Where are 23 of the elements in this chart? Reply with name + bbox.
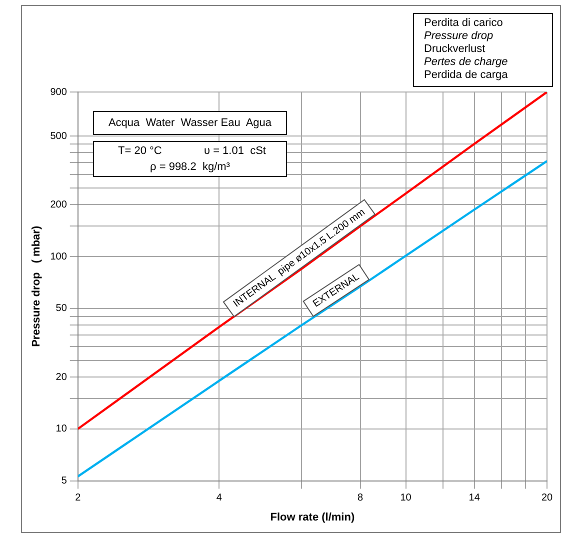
annotation: Acqua Water Wasser Eau Agua	[107, 117, 273, 129]
y-tick-label: 100	[50, 251, 68, 262]
y-tick-label: 200	[50, 199, 68, 210]
x-tick-label: 20	[541, 492, 553, 504]
text-box: T= 20 °C υ = 1.01 cSt ρ = 998.2 kg/m³	[93, 141, 287, 177]
y-tick-label: 5	[61, 476, 68, 487]
x-tick-label: 8	[358, 492, 364, 504]
x-axis-title: Flow rate (l/min)	[270, 511, 355, 524]
y-axis-title: Pressure drop ( mbar)	[30, 226, 43, 347]
y-tick-label: 500	[50, 130, 68, 142]
x-tick-label: 10	[400, 492, 412, 504]
x-tick-label: 2	[75, 492, 82, 504]
annotation: T= 20 °C	[118, 145, 162, 157]
annotation: ρ = 998.2 kg/m³	[149, 161, 231, 173]
x-tick-label: 14	[468, 492, 480, 504]
y-tick-label: 50	[56, 303, 68, 314]
y-tick-label: 10	[56, 424, 68, 435]
y-tick-label: 20	[56, 372, 68, 383]
text-box: Perdita di carico Pressure drop Druckverlust Pertes de charge Perdida de carga	[413, 13, 553, 87]
x-tick-label: 4	[216, 492, 222, 504]
annotation: υ = 1.01 cSt	[204, 145, 266, 157]
text-box: Acqua Water Wasser Eau Agua	[93, 111, 287, 135]
y-tick-label: 900	[50, 86, 68, 98]
